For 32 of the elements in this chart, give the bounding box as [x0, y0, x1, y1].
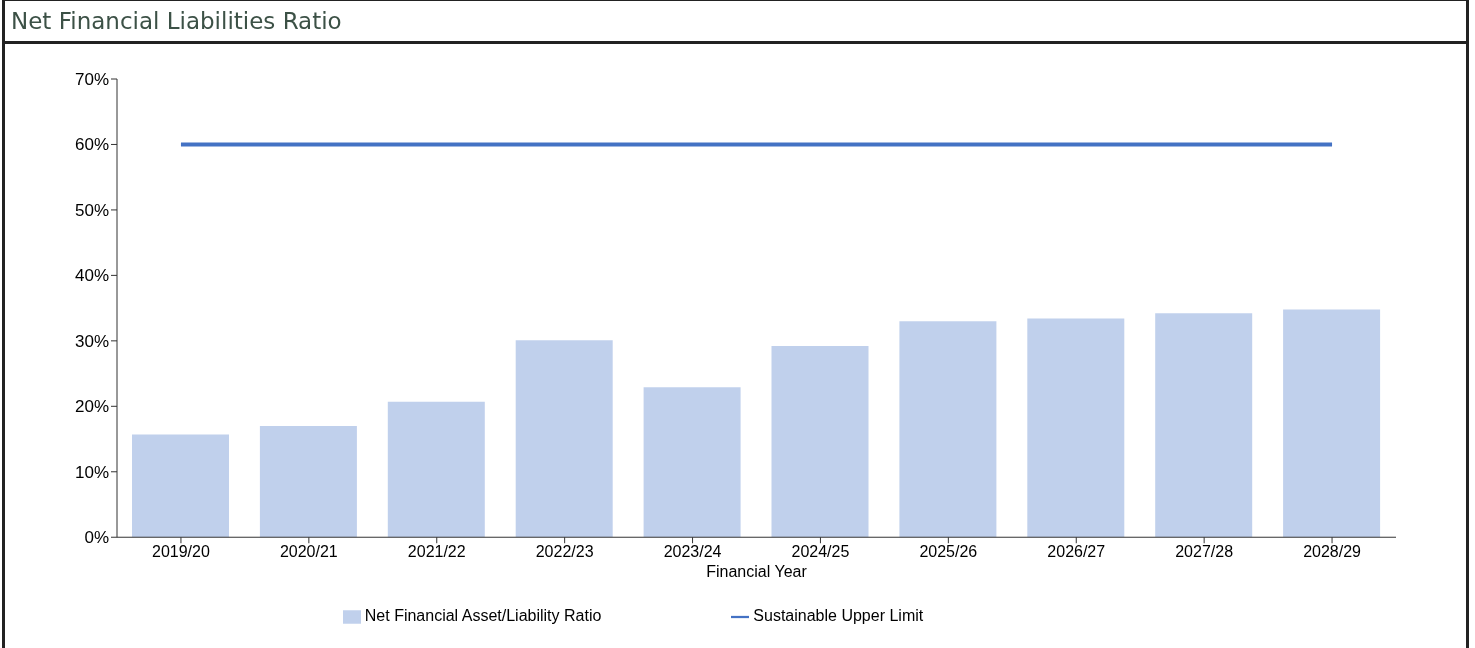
bar [1283, 309, 1381, 538]
y-tick-label: 30% [74, 331, 109, 351]
x-tick-label: 2028/29 [1303, 542, 1362, 560]
x-tick-label: 2019/20 [152, 542, 210, 560]
x-tick-label: 2021/22 [407, 542, 466, 560]
y-tick-label: 20% [74, 397, 109, 417]
x-tick-label: 2022/23 [535, 542, 594, 560]
chart-title: Net Financial Liabilities Ratio [2, 0, 1469, 44]
x-tick-label: 2025/26 [919, 542, 978, 560]
legend-label: Net Financial Asset/Liability Ratio [364, 607, 602, 625]
bar [259, 425, 357, 538]
bar [1027, 318, 1125, 538]
y-tick-label: 10% [74, 462, 109, 482]
x-tick-label: 2020/21 [279, 542, 338, 560]
y-tick-label: 60% [74, 135, 109, 155]
bar [132, 434, 229, 538]
bar [515, 340, 613, 538]
x-tick-label: 2024/25 [791, 542, 850, 560]
legend-label: Sustainable Upper Limit [753, 607, 924, 625]
bar [387, 401, 485, 538]
y-tick-label: 50% [74, 200, 109, 220]
bar [1155, 313, 1253, 538]
bar [899, 321, 997, 538]
y-tick-label: 0% [84, 528, 109, 548]
x-axis-title: Financial Year [706, 563, 808, 581]
y-tick-label: 70% [74, 70, 109, 90]
bar [643, 387, 741, 538]
bar [771, 346, 869, 538]
x-tick-label: 2027/28 [1175, 542, 1234, 560]
x-tick-label: 2023/24 [663, 542, 722, 560]
y-tick-label: 40% [74, 266, 109, 286]
x-tick-label: 2026/27 [1047, 542, 1106, 560]
